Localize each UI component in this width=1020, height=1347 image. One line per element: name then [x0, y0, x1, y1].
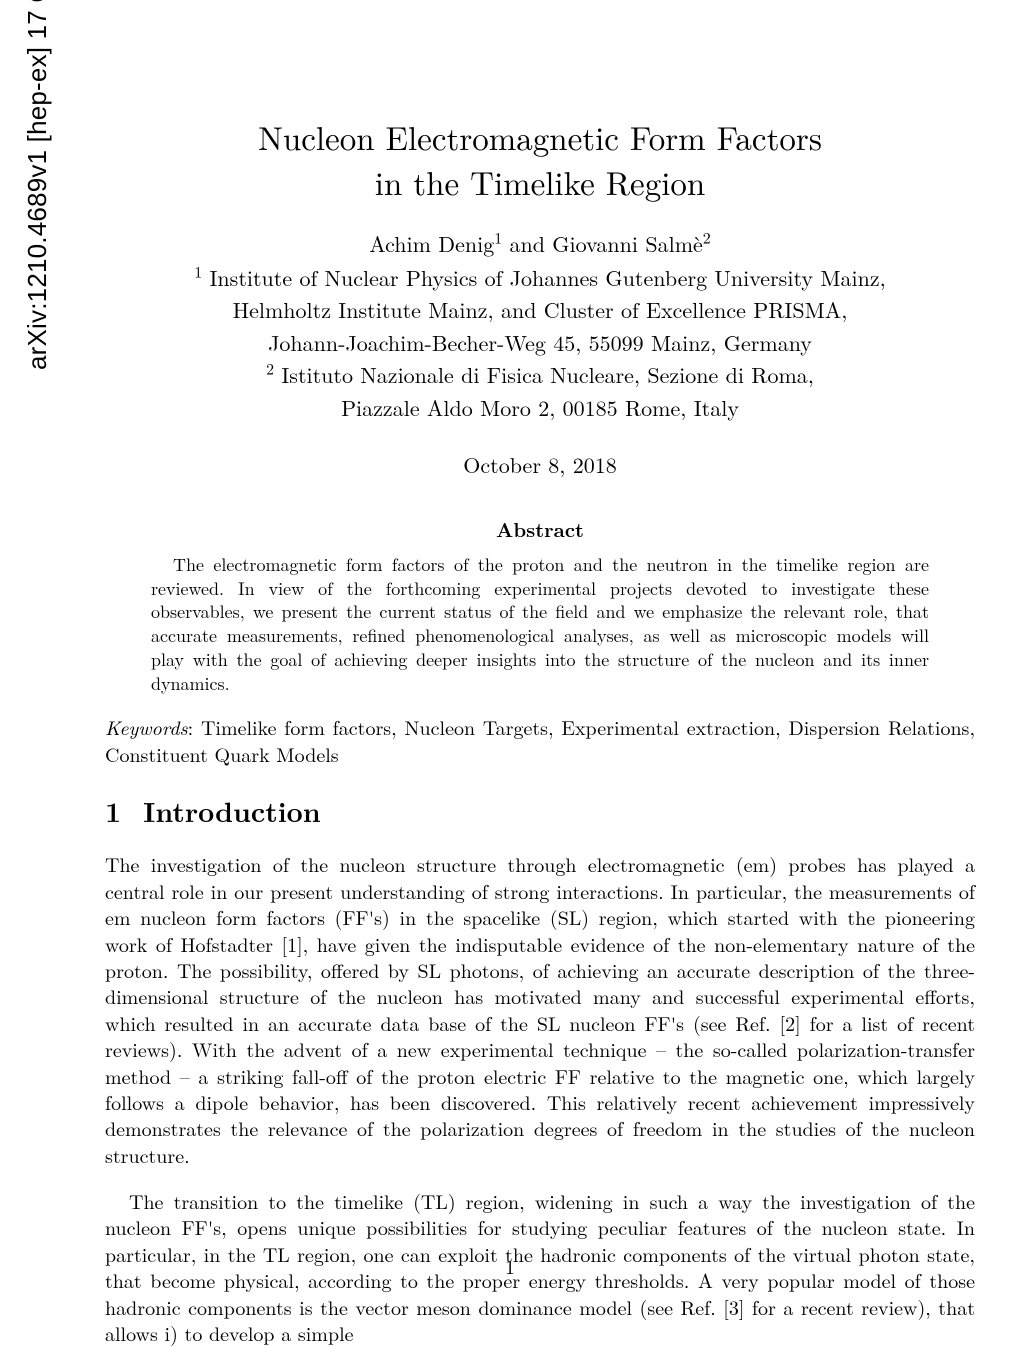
affil-2-text: Istituto Nazionale di Fisica Nucleare, S… — [274, 359, 814, 390]
affil-1-text: Institute of Nuclear Physics of Johannes… — [202, 262, 886, 293]
affil-1-sup: 1 — [194, 260, 202, 283]
arxiv-identifier: arXiv:1210.4689v1 [hep-ex] 17 Oct 2012 — [22, 0, 53, 370]
abstract-body: The electromagnetic form factors of the … — [151, 553, 929, 696]
affiliation-line-4: 2 Istituto Nazionale di Fisica Nucleare,… — [105, 360, 975, 390]
section-1-number: 1 — [105, 791, 121, 831]
page-number: 1 — [0, 1251, 1020, 1280]
paper-title: Nucleon Electromagnetic Form Factors in … — [105, 115, 975, 204]
section-1-heading: 1 Introduction — [105, 791, 975, 831]
section-1-title: Introduction — [143, 791, 321, 831]
affiliation-line-5: Piazzale Aldo Moro 2, 00185 Rome, Italy — [105, 393, 975, 423]
affiliation-line-1: 1 Institute of Nuclear Physics of Johann… — [105, 263, 975, 293]
author-1-sup: 1 — [494, 226, 502, 249]
keywords-text: : Timelike form factors, Nucleon Targets… — [105, 712, 975, 768]
paper-page: Nucleon Electromagnetic Form Factors in … — [105, 115, 975, 1346]
affil-2-sup: 2 — [266, 357, 274, 380]
author-2-sup: 2 — [703, 226, 711, 249]
keywords-label: Keywords — [105, 712, 188, 741]
author-2: Giovanni Salmè — [552, 228, 703, 259]
paper-date: October 8, 2018 — [105, 449, 975, 480]
authors-joiner: and — [502, 228, 552, 259]
authors-line: Achim Denig1 and Giovanni Salmè2 — [105, 228, 975, 259]
title-line-1: Nucleon Electromagnetic Form Factors — [258, 113, 822, 160]
keywords: Keywords: Timelike form factors, Nucleon… — [105, 713, 975, 767]
affiliation-line-2: Helmholtz Institute Mainz, and Cluster o… — [105, 295, 975, 325]
section-1-para-1: The investigation of the nucleon structu… — [105, 851, 975, 1168]
abstract-heading: Abstract — [105, 514, 975, 543]
author-1: Achim Denig — [369, 228, 494, 259]
affiliation-line-3: Johann-Joachim-Becher-Weg 45, 55099 Main… — [105, 328, 975, 358]
title-line-2: in the Timelike Region — [375, 158, 705, 205]
